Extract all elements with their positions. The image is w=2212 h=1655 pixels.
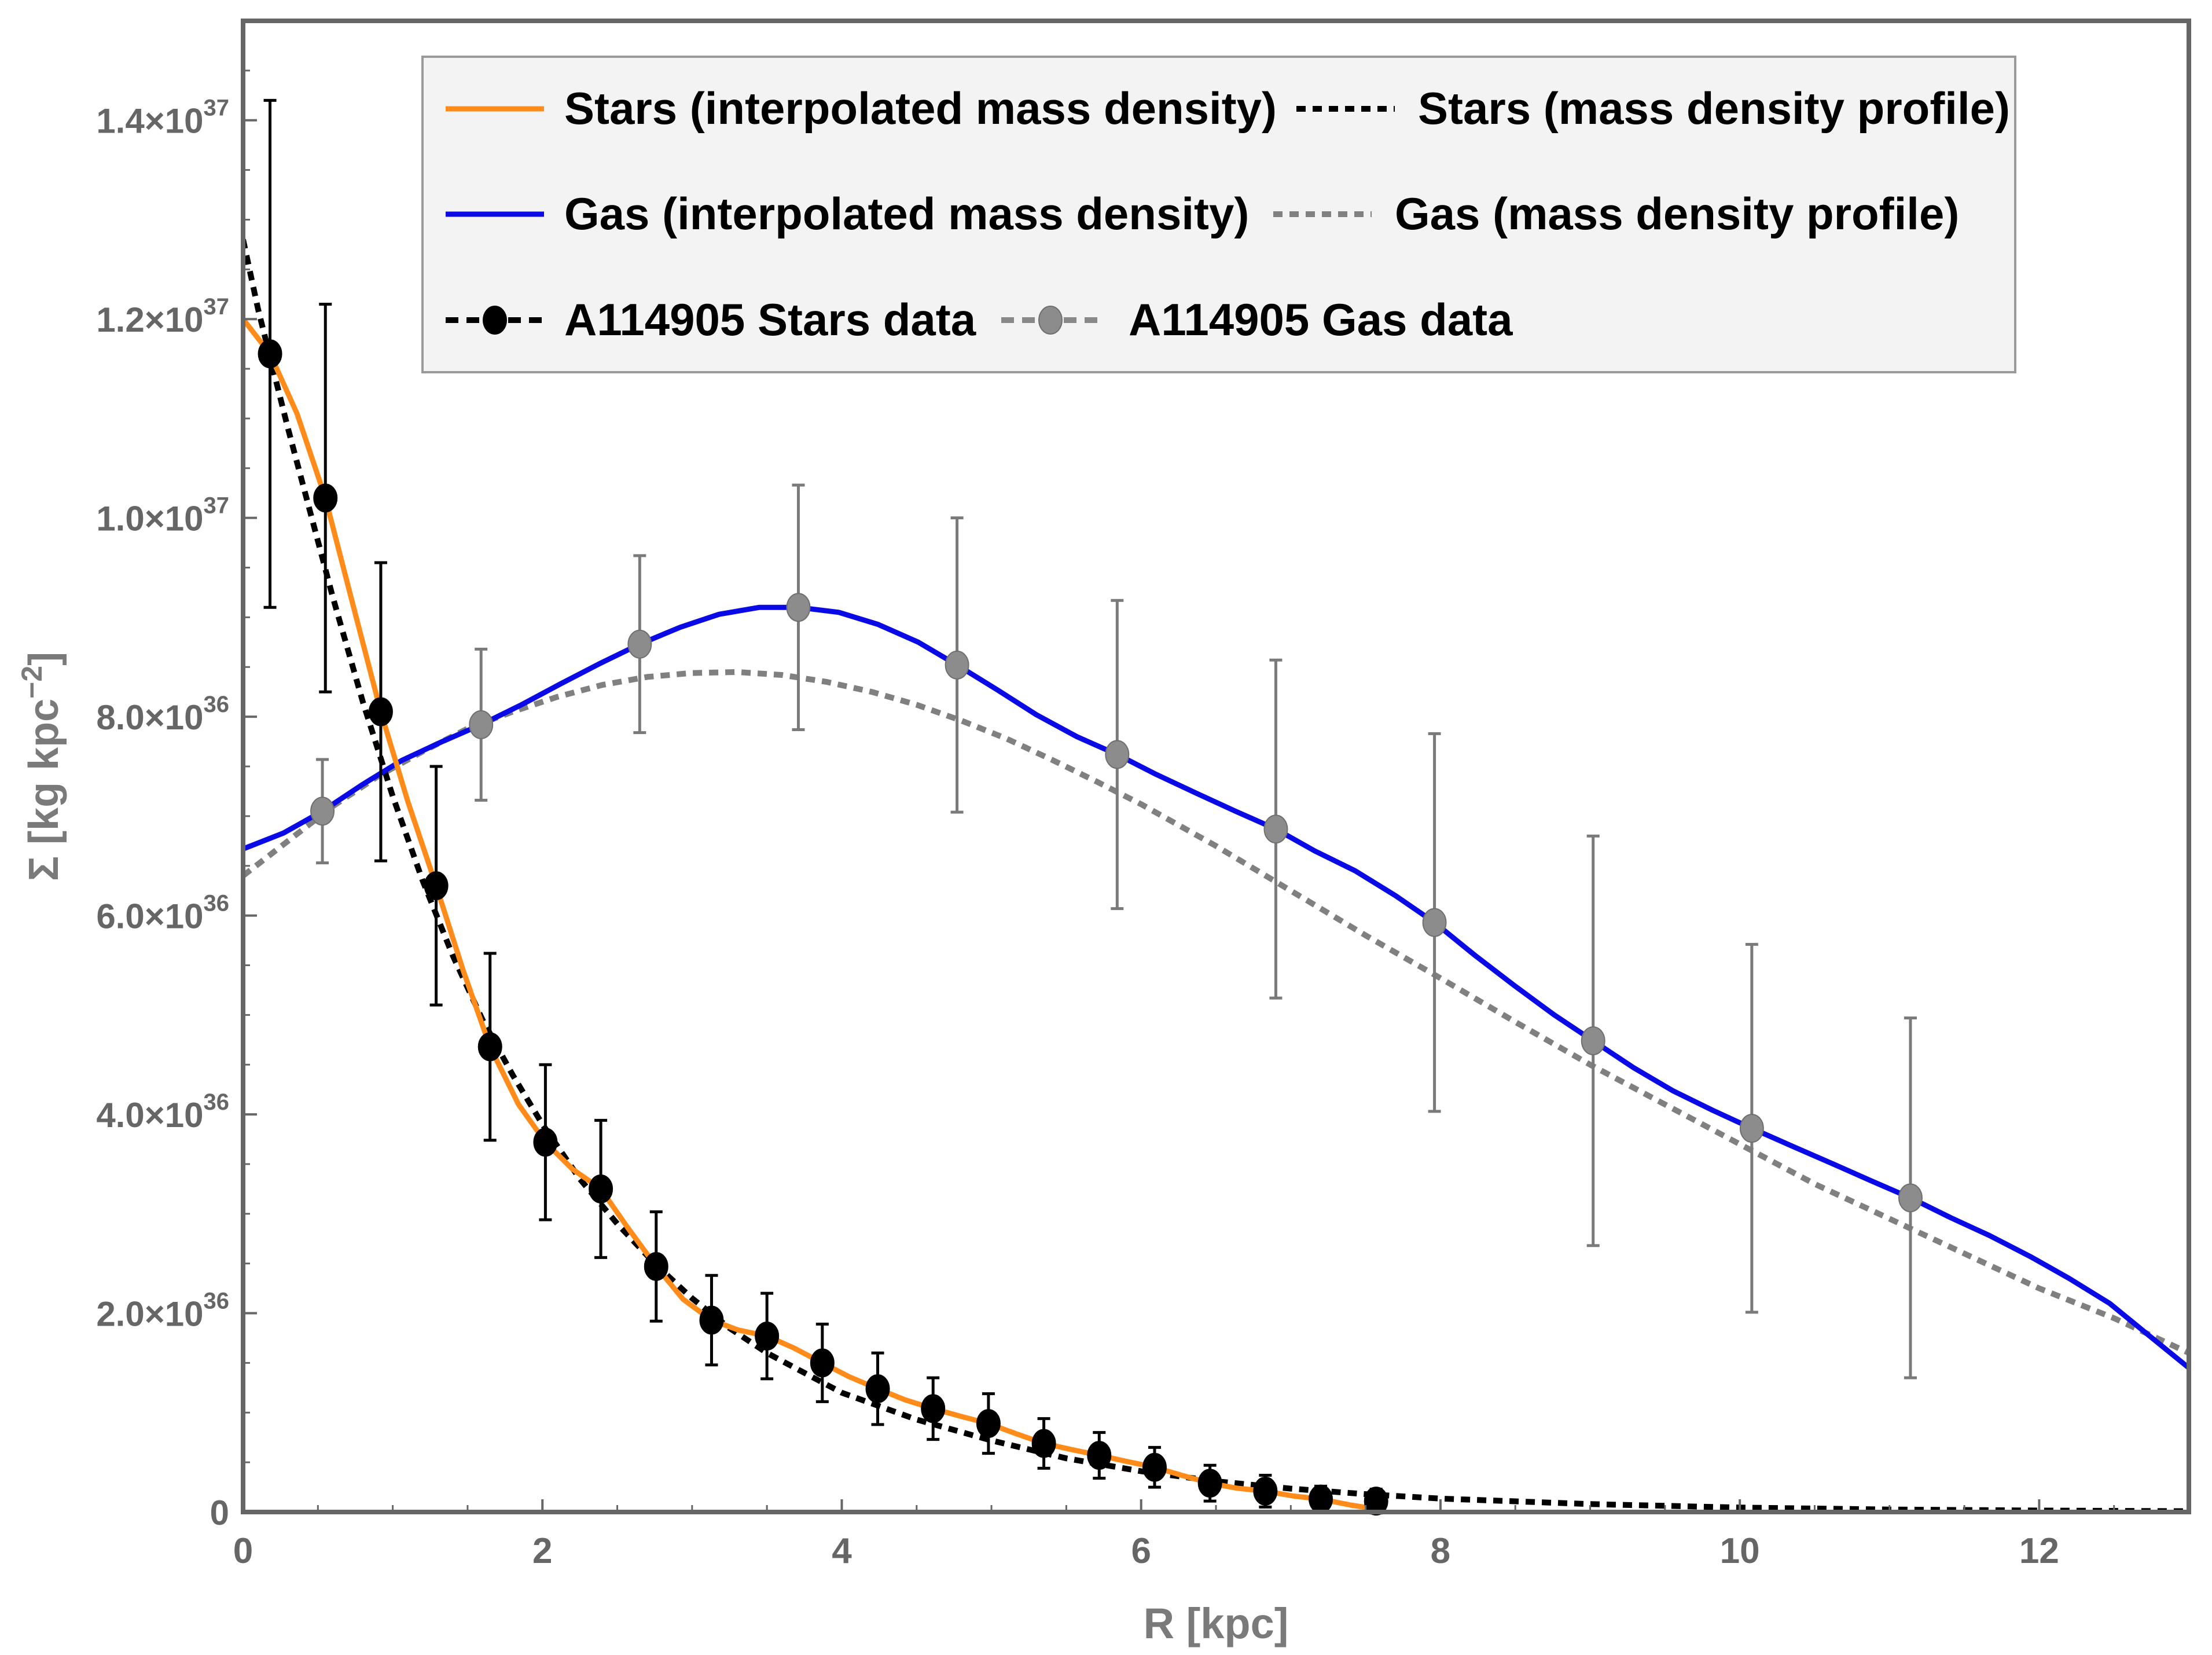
legend-label: Stars (mass density profile): [1418, 83, 2010, 134]
gas-data-point: [786, 593, 811, 622]
stars-data-point: [921, 1394, 946, 1423]
x-tick-label: 4: [832, 1531, 852, 1571]
stars-data-point: [755, 1322, 780, 1351]
y-axis-label-exponent: −2: [16, 666, 48, 699]
y-axis-label-base: Σ [kg kpc: [21, 699, 67, 881]
stars-data-point: [699, 1305, 724, 1335]
stars-data-point: [976, 1409, 1001, 1439]
stars-data-point: [1031, 1429, 1056, 1458]
legend-marker: [1038, 306, 1063, 335]
gas-data-point: [627, 629, 652, 659]
x-axis-label: R [kpc]: [1144, 1599, 1289, 1647]
y-tick-label: 1.0×1037: [96, 493, 229, 538]
x-axis-ticks: 0 2 4 6 8 10 12: [233, 1499, 2115, 1571]
legend-item-stars-profile: Stars (mass density profile): [1296, 83, 2010, 134]
stars-data-point: [424, 871, 449, 901]
gas-data-point: [1739, 1114, 1764, 1143]
stars-data-point: [258, 339, 282, 369]
y-tick-label: 1.2×1037: [96, 294, 229, 339]
gas-data-point: [1581, 1026, 1605, 1055]
stars-data-point: [1087, 1441, 1112, 1470]
x-tick-label: 2: [532, 1531, 552, 1571]
gas-data-point: [1898, 1183, 1923, 1213]
y-axis-label: Σ [kg kpc−2]: [16, 652, 67, 881]
curves: [243, 238, 2189, 1512]
legend-item-gas-profile: Gas (mass density profile): [1273, 188, 1959, 239]
legend-label: A114905 Gas data: [1129, 294, 1513, 345]
series-line-stars-profile: [243, 238, 2189, 1512]
stars-data-point: [865, 1374, 890, 1404]
y-tick-label: 1.4×1037: [96, 96, 229, 141]
gas-data-point: [469, 710, 494, 739]
y-axis-ticks: 0 2.0×1036 4.0×1036 6.0×1036 8.0×1036 1.0×103…: [96, 20, 257, 1532]
stars-data-point: [1197, 1469, 1222, 1498]
gas-data-point: [310, 797, 335, 826]
gas-data-point: [1422, 908, 1447, 937]
legend-label: Stars (interpolated mass density): [564, 83, 1277, 134]
stars-data-point: [533, 1128, 558, 1157]
legend-label: Gas (mass density profile): [1395, 188, 1959, 239]
stars-data-point: [810, 1348, 835, 1378]
series-line-stars-interp: [243, 317, 1377, 1512]
x-tick-label: 12: [2019, 1531, 2059, 1571]
gas-data-point: [1263, 814, 1288, 844]
stars-data-point: [368, 697, 393, 726]
y-tick-label: 6.0×1036: [96, 891, 229, 936]
data-markers: [258, 339, 1923, 1516]
legend-item-gas-interp: Gas (interpolated mass density): [446, 188, 1249, 239]
legend-item-gas-data: A114905 Gas data: [1001, 294, 1513, 345]
legend-item-stars-interp: Stars (interpolated mass density): [446, 83, 1277, 134]
y-axis-label-close: ]: [21, 652, 67, 666]
stars-data-point: [1253, 1476, 1278, 1506]
legend-item-stars-data: A114905 Stars data: [446, 294, 976, 345]
stars-data-point: [477, 1032, 502, 1062]
x-tick-label: 8: [1431, 1531, 1450, 1571]
stars-data-point: [1142, 1452, 1167, 1482]
legend: Stars (interpolated mass density) Stars (…: [421, 56, 2016, 373]
stars-data-point: [313, 483, 338, 513]
series-line-gas-interp: [243, 604, 2189, 1370]
y-tick-label: 2.0×1036: [96, 1289, 229, 1334]
x-tick-label: 6: [1131, 1531, 1151, 1571]
stars-data-point: [644, 1252, 668, 1281]
x-tick-label: 10: [1720, 1531, 1760, 1571]
stars-data-point: [589, 1174, 613, 1203]
x-tick-label: 0: [233, 1531, 253, 1571]
stars-data-point: [1364, 1487, 1388, 1516]
legend-box: [421, 56, 2016, 373]
y-tick-label: 0: [210, 1493, 229, 1532]
gas-data-point: [945, 650, 969, 680]
series-line-gas-profile: [243, 669, 2189, 1356]
stars-data-point: [1309, 1484, 1333, 1514]
y-tick-label: 8.0×1036: [96, 692, 229, 737]
legend-label: A114905 Stars data: [564, 294, 976, 345]
gas-data-point: [1105, 740, 1130, 769]
legend-marker: [483, 306, 507, 335]
legend-label: Gas (interpolated mass density): [564, 188, 1249, 239]
y-tick-label: 4.0×1036: [96, 1089, 229, 1135]
